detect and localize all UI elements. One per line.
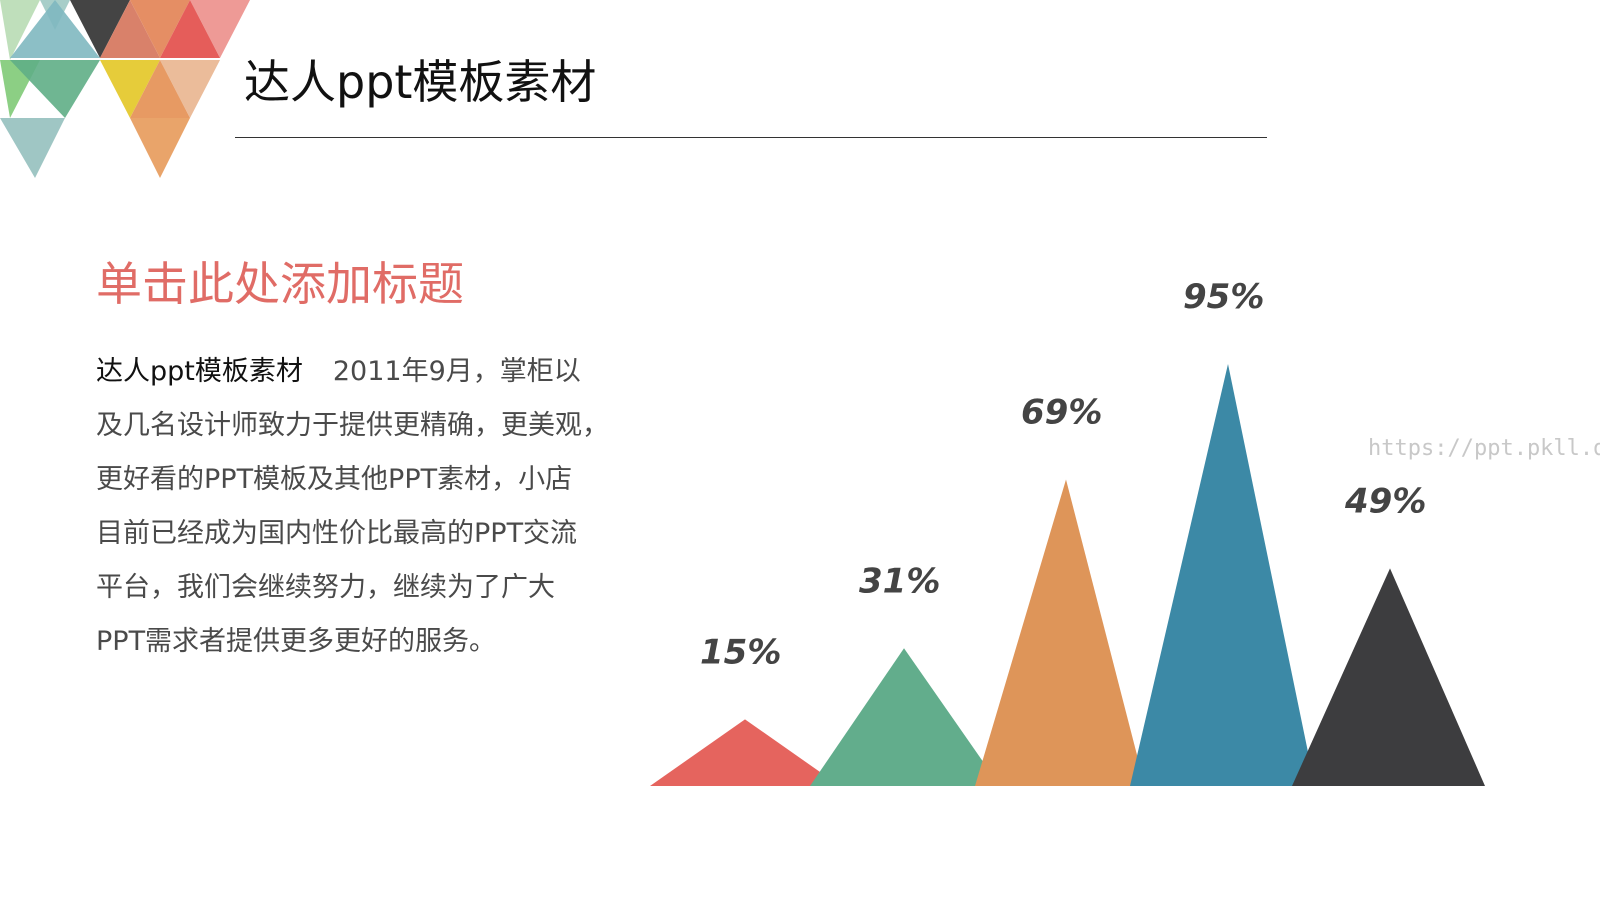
body-lead: 达人ppt模板素材 [96,356,303,387]
chart-peak-4 [1130,364,1315,786]
chart-data-label-5: 49% [1344,481,1426,521]
slide-title: 达人ppt模板素材 [244,55,597,109]
watermark-url: https://ppt.pkll.de [1368,436,1600,461]
body-line: 及几名设计师致力于提供更精确，更美观， [96,410,609,441]
body-line: 更好看的PPT模板及其他PPT素材，小店 [96,464,573,495]
section-title[interactable]: 单击此处添加标题 [96,257,464,311]
body-line: 平台，我们会继续努力，继续为了广大 [96,572,555,603]
body-text-block[interactable]: 达人ppt模板素材 2011年9月，掌柜以 及几名设计师致力于提供更精确，更美观，… [96,345,656,669]
chart-data-label-2: 31% [859,561,940,601]
body-line: 达人ppt模板素材 2011年9月，掌柜以 [96,345,656,399]
chart-data-label-1: 15% [700,632,781,672]
body-line: PPT需求者提供更多更好的服务。 [96,626,497,657]
title-divider [235,137,1267,138]
chart-peak-2 [810,648,1000,786]
chart-data-label-4: 95% [1183,277,1264,317]
chart-peak-5 [1292,568,1485,786]
chart-peak-3 [975,479,1145,786]
body-line: 目前已经成为国内性价比最高的PPT交流 [96,518,578,549]
body-line-text: 2011年9月，掌柜以 [332,356,581,387]
chart-data-label-3: 69% [1021,392,1102,432]
decorative-triangles-graphic [0,0,250,178]
chart-peak-1 [650,719,840,786]
